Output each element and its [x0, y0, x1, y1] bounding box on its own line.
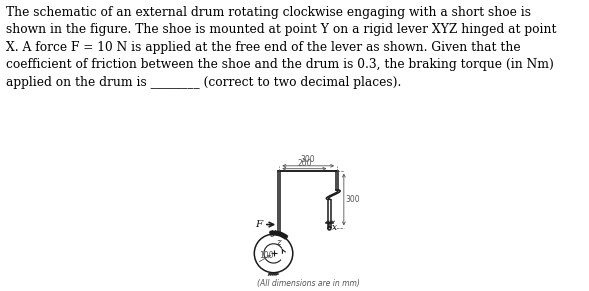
- Text: y: y: [270, 228, 275, 237]
- Text: F: F: [255, 220, 262, 229]
- Text: z: z: [276, 238, 281, 247]
- Text: The schematic of an external drum rotating clockwise engaging with a short shoe : The schematic of an external drum rotati…: [6, 6, 557, 89]
- Text: (All dimensions are in mm): (All dimensions are in mm): [257, 279, 360, 288]
- Text: x: x: [332, 223, 337, 232]
- Text: 300: 300: [301, 155, 316, 164]
- Text: 100: 100: [259, 251, 273, 260]
- Text: 200: 200: [297, 159, 312, 168]
- Text: 300: 300: [345, 195, 360, 204]
